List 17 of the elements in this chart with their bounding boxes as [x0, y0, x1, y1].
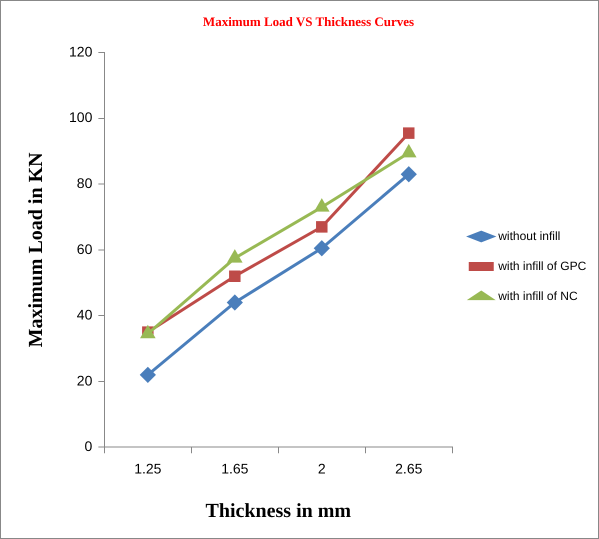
x-tick-label: 2.65	[395, 460, 423, 476]
y-tick-label: 20	[76, 372, 93, 388]
x-tick-label: 1.25	[134, 460, 162, 476]
chart-title: Maximum Load VS Thickness Curves	[202, 14, 414, 30]
x-tick-label: 1.65	[221, 460, 249, 476]
y-tick-label: 0	[84, 438, 93, 454]
x-axis-title: Thickness in mm	[206, 500, 352, 522]
y-tick-label: 40	[76, 306, 93, 323]
y-tick-label: 60	[76, 240, 93, 257]
legend-label: without infill	[497, 228, 560, 243]
y-axis-title: Maximum Load in KN	[25, 152, 48, 348]
legend-label: with infill of GPC	[497, 258, 587, 273]
y-tick-label: 80	[76, 174, 93, 191]
legend-label: with infill of NC	[497, 288, 578, 303]
y-tick-label: 100	[69, 109, 93, 126]
y-tick-label: 120	[69, 43, 93, 60]
x-tick-label: 2	[318, 460, 326, 476]
